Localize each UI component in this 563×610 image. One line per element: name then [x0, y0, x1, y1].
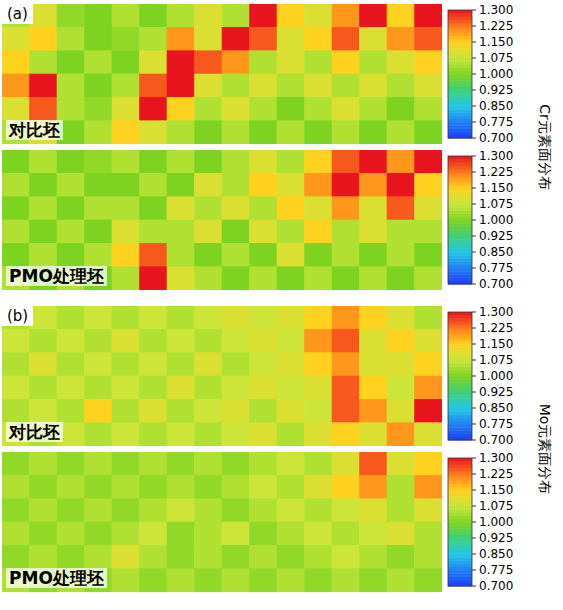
svg-text:1.000: 1.000	[479, 515, 513, 529]
svg-text:0.700: 0.700	[479, 579, 513, 592]
svg-text:1.150: 1.150	[479, 181, 513, 195]
svg-text:0.925: 0.925	[479, 385, 513, 399]
svg-text:1.000: 1.000	[479, 67, 513, 81]
html-text:对比坯: 对比坯	[9, 120, 60, 140]
html-text:PMO处理坯: PMO处理坯	[9, 266, 104, 286]
svg-text:Mo元素面分布: Mo元素面分布	[537, 404, 553, 495]
svg-text:1.300: 1.300	[479, 4, 513, 17]
svg-text:1.150: 1.150	[479, 483, 513, 497]
html-text:(b): (b)	[7, 307, 29, 325]
svg-text:Cr元素面分布: Cr元素面分布	[537, 104, 553, 190]
svg-text:0.850: 0.850	[479, 401, 513, 415]
svg-text:1.225: 1.225	[479, 165, 513, 179]
svg-text:1.075: 1.075	[479, 499, 513, 513]
svg-text:0.925: 0.925	[479, 229, 513, 243]
svg-text:1.150: 1.150	[479, 35, 513, 49]
svg-text:1.150: 1.150	[479, 337, 513, 351]
svg-text:1.075: 1.075	[479, 197, 513, 211]
svg-text:1.000: 1.000	[479, 213, 513, 227]
svg-text:0.850: 0.850	[479, 99, 513, 113]
svg-text:0.775: 0.775	[479, 115, 513, 129]
html-text:PMO处理坯: PMO处理坯	[9, 568, 104, 588]
svg-text:0.700: 0.700	[479, 433, 513, 446]
svg-text:1.225: 1.225	[479, 321, 513, 335]
html-text:(a): (a)	[7, 5, 28, 23]
svg-text:0.925: 0.925	[479, 83, 513, 97]
svg-text:1.300: 1.300	[479, 150, 513, 163]
html-text:对比坯: 对比坯	[9, 422, 60, 442]
svg-text:0.700: 0.700	[479, 131, 513, 144]
svg-text:0.775: 0.775	[479, 261, 513, 275]
svg-text:1.225: 1.225	[479, 19, 513, 33]
svg-text:1.075: 1.075	[479, 353, 513, 367]
svg-text:1.300: 1.300	[479, 452, 513, 465]
svg-text:1.225: 1.225	[479, 467, 513, 481]
svg-text:0.700: 0.700	[479, 277, 513, 290]
svg-text:1.000: 1.000	[479, 369, 513, 383]
svg-text:0.850: 0.850	[479, 245, 513, 259]
svg-text:0.850: 0.850	[479, 547, 513, 561]
svg-text:0.775: 0.775	[479, 563, 513, 577]
svg-text:1.300: 1.300	[479, 306, 513, 319]
svg-text:0.925: 0.925	[479, 531, 513, 545]
svg-text:1.075: 1.075	[479, 51, 513, 65]
svg-text:0.775: 0.775	[479, 417, 513, 431]
